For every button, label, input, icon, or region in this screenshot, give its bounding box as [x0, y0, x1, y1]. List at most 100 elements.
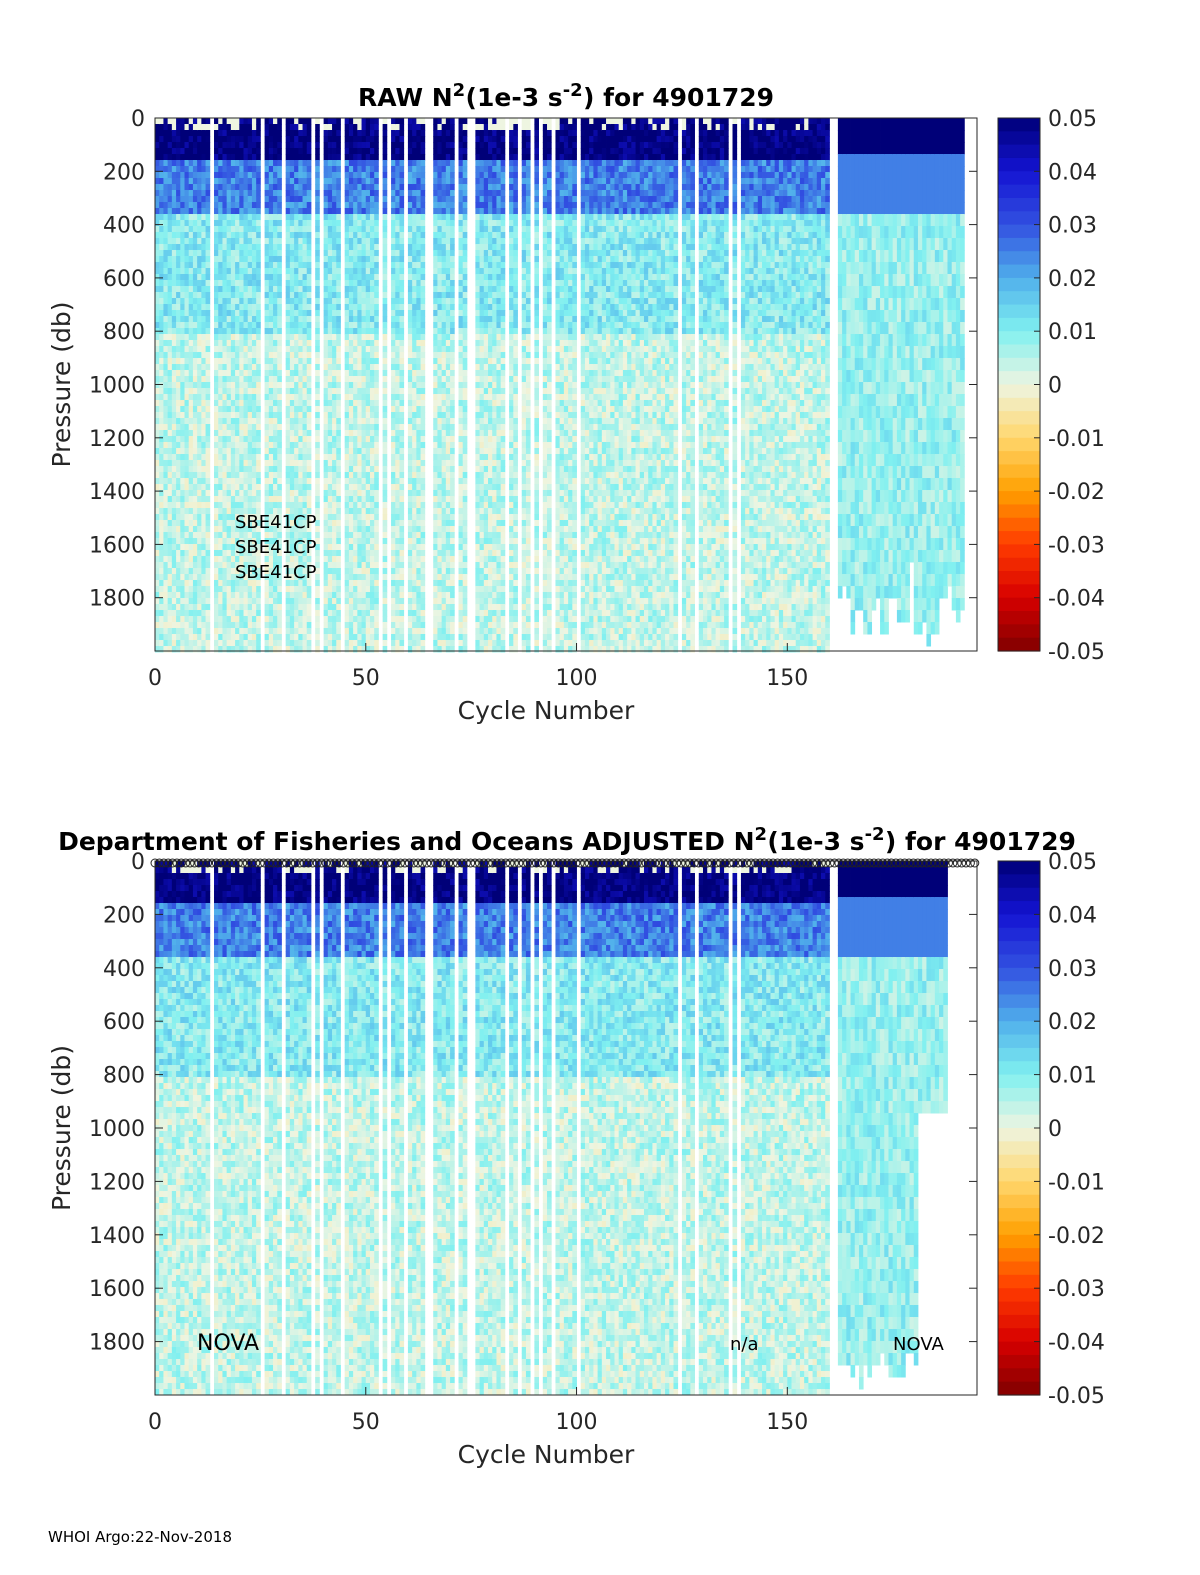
- heatmap-cell: [197, 622, 202, 629]
- heatmap-cell: [206, 178, 211, 185]
- heatmap-cell: [155, 430, 160, 437]
- heatmap-cell: [163, 490, 168, 497]
- heatmap-cell: [222, 508, 227, 515]
- heatmap-cell: [159, 238, 164, 245]
- heatmap-cell: [193, 328, 198, 335]
- heatmap-cell: [193, 214, 198, 221]
- heatmap-cell: [222, 586, 227, 593]
- heatmap-cell: [155, 322, 160, 329]
- heatmap-cell: [231, 646, 236, 653]
- heatmap-cell: [197, 484, 202, 491]
- heatmap-cell: [180, 400, 185, 407]
- heatmap-cell: [201, 580, 206, 587]
- heatmap-cell: [172, 154, 177, 161]
- heatmap-cell: [197, 448, 202, 455]
- heatmap-cell: [227, 592, 232, 599]
- heatmap-cell: [218, 142, 223, 149]
- heatmap-cell: [201, 424, 206, 431]
- heatmap-cell: [176, 454, 181, 461]
- heatmap-cell: [218, 202, 223, 209]
- heatmap-cell: [189, 238, 194, 245]
- heatmap-cell: [227, 166, 232, 173]
- heatmap-cell: [168, 436, 173, 443]
- heatmap-cell: [218, 574, 223, 581]
- heatmap-cell: [222, 478, 227, 485]
- heatmap-cell: [218, 514, 223, 521]
- heatmap-cell: [163, 328, 168, 335]
- heatmap-cell: [201, 406, 206, 413]
- heatmap-cell: [193, 418, 198, 425]
- heatmap-cell: [155, 376, 160, 383]
- heatmap-cell: [176, 154, 181, 161]
- heatmap-cell: [189, 118, 194, 125]
- heatmap-cell: [159, 640, 164, 647]
- heatmap-cell: [227, 328, 232, 335]
- heatmap-cell: [180, 346, 185, 353]
- heatmap-cell: [206, 496, 211, 503]
- heatmap-cell: [235, 274, 240, 281]
- heatmap-cell: [189, 520, 194, 527]
- heatmap-cell: [155, 250, 160, 257]
- heatmap-cell: [185, 352, 190, 359]
- heatmap-cell: [189, 196, 194, 203]
- heatmap-cell: [193, 586, 198, 593]
- heatmap-cell: [201, 298, 206, 305]
- heatmap-cell: [218, 274, 223, 281]
- heatmap-cell: [185, 232, 190, 239]
- heatmap-cell: [189, 250, 194, 257]
- heatmap-cell: [155, 580, 160, 587]
- heatmap-cell: [163, 526, 168, 533]
- heatmap-cell: [189, 472, 194, 479]
- heatmap-cell: [180, 184, 185, 191]
- heatmap-cell: [189, 514, 194, 521]
- heatmap-cell: [155, 388, 160, 395]
- heatmap-cell: [218, 442, 223, 449]
- heatmap-cell: [197, 190, 202, 197]
- heatmap-cell: [218, 214, 223, 221]
- heatmap-cell: [206, 268, 211, 275]
- heatmap-cell: [214, 118, 219, 125]
- heatmap-cell: [227, 580, 232, 587]
- heatmap-cell: [168, 532, 173, 539]
- heatmap-cell: [231, 424, 236, 431]
- heatmap-cell: [201, 364, 206, 371]
- heatmap-cell: [180, 328, 185, 335]
- heatmap-cell: [180, 364, 185, 371]
- heatmap-cell: [218, 616, 223, 623]
- heatmap-cell: [197, 442, 202, 449]
- heatmap-cell: [159, 172, 164, 179]
- heatmap-cell: [163, 484, 168, 491]
- heatmap-cell: [155, 538, 160, 545]
- heatmap-cell: [218, 478, 223, 485]
- heatmap-cell: [172, 142, 177, 149]
- heatmap-cell: [155, 238, 160, 245]
- heatmap-cell: [197, 646, 202, 653]
- heatmap-cell: [176, 370, 181, 377]
- heatmap-cell: [214, 490, 219, 497]
- heatmap-cell: [222, 274, 227, 281]
- heatmap-cell: [201, 442, 206, 449]
- heatmap-cell: [193, 130, 198, 137]
- heatmap-cell: [206, 412, 211, 419]
- heatmap-cell: [206, 622, 211, 629]
- heatmap-cell: [155, 346, 160, 353]
- heatmap-cell: [163, 118, 168, 125]
- heatmap-cell: [168, 574, 173, 581]
- heatmap-cell: [231, 250, 236, 257]
- heatmap-cell: [214, 622, 219, 629]
- heatmap-cell: [172, 592, 177, 599]
- heatmap-cell: [227, 298, 232, 305]
- heatmap-cell: [155, 616, 160, 623]
- heatmap-cell: [159, 316, 164, 323]
- heatmap-cell: [168, 304, 173, 311]
- heatmap-cell: [189, 220, 194, 227]
- heatmap-cell: [189, 526, 194, 533]
- heatmap-cell: [172, 580, 177, 587]
- heatmap-cell: [222, 610, 227, 617]
- heatmap-cell: [214, 640, 219, 647]
- heatmap-cell: [176, 382, 181, 389]
- heatmap-cell: [176, 352, 181, 359]
- heatmap-cell: [231, 382, 236, 389]
- heatmap-cell: [193, 592, 198, 599]
- heatmap-cell: [235, 256, 240, 263]
